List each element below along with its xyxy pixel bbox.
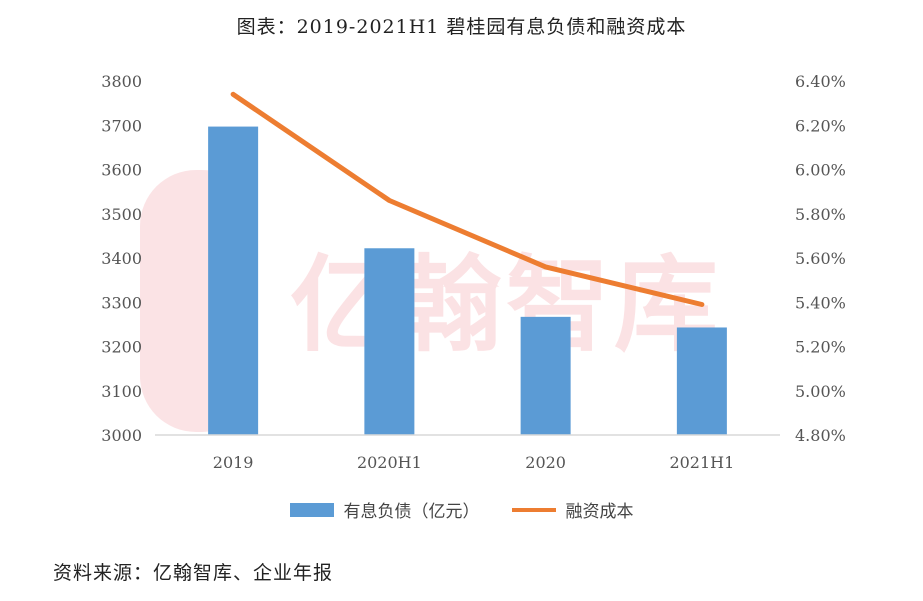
right-axis: 4.80% 5.00% 5.20% 5.40% 5.60% 5.80% 6.00% 6.20%… xyxy=(795,72,846,445)
right-tick-label: 5.60% xyxy=(795,249,846,268)
right-tick-label: 5.20% xyxy=(795,338,846,357)
chart-plot: 3000 3100 3200 3300 3400 3500 3600 3700 3800 4.8… xyxy=(101,72,846,472)
left-tick-label: 3000 xyxy=(101,426,142,445)
legend-item-cost: 融资成本 xyxy=(511,497,634,522)
category-label: 2021H1 xyxy=(669,453,734,472)
right-tick-label: 6.40% xyxy=(795,72,846,91)
line-path xyxy=(230,91,705,307)
right-tick-label: 5.80% xyxy=(795,205,846,224)
line-point xyxy=(699,302,704,307)
left-axis: 3000 3100 3200 3300 3400 3500 3600 3700 3800 xyxy=(101,72,142,445)
chart-title: 图表：2019-2021H1 碧桂园有息负债和融资成本 xyxy=(236,16,687,38)
category-label: 2020H1 xyxy=(357,453,422,472)
right-tick-label: 6.20% xyxy=(795,116,846,135)
legend-swatch-bar xyxy=(289,502,334,517)
bar-series xyxy=(208,126,727,435)
legend-label-cost: 融资成本 xyxy=(565,502,634,522)
legend: 有息负债（亿元） 融资成本 xyxy=(0,497,923,522)
bar xyxy=(520,316,571,435)
category-label: 2019 xyxy=(213,453,254,472)
right-tick-label: 6.00% xyxy=(795,161,846,180)
left-tick-label: 3200 xyxy=(101,338,142,357)
line-point xyxy=(543,264,548,269)
left-tick-label: 3800 xyxy=(101,72,142,91)
left-tick-label: 3500 xyxy=(101,205,142,224)
right-tick-label: 4.80% xyxy=(795,426,846,445)
line-series xyxy=(230,91,705,307)
line-point xyxy=(387,198,392,203)
right-tick-label: 5.00% xyxy=(795,382,846,401)
bar xyxy=(364,248,415,435)
left-tick-label: 3600 xyxy=(101,161,142,180)
line-point xyxy=(231,92,236,97)
right-tick-label: 5.40% xyxy=(795,293,846,312)
source-note: 资料来源：亿翰智库、企业年报 xyxy=(53,562,334,584)
left-tick-label: 3700 xyxy=(101,116,142,135)
bar xyxy=(208,126,259,435)
bar xyxy=(676,327,727,435)
left-tick-label: 3100 xyxy=(101,382,142,401)
legend-item-debt: 有息负债（亿元） xyxy=(289,497,480,522)
category-label: 2020 xyxy=(525,453,566,472)
legend-label-debt: 有息负债（亿元） xyxy=(343,502,480,522)
left-tick-label: 3300 xyxy=(101,293,142,312)
left-tick-label: 3400 xyxy=(101,249,142,268)
legend-swatch-line xyxy=(511,507,556,512)
x-axis: 2019 2020H1 2020 2021H1 xyxy=(213,453,735,472)
